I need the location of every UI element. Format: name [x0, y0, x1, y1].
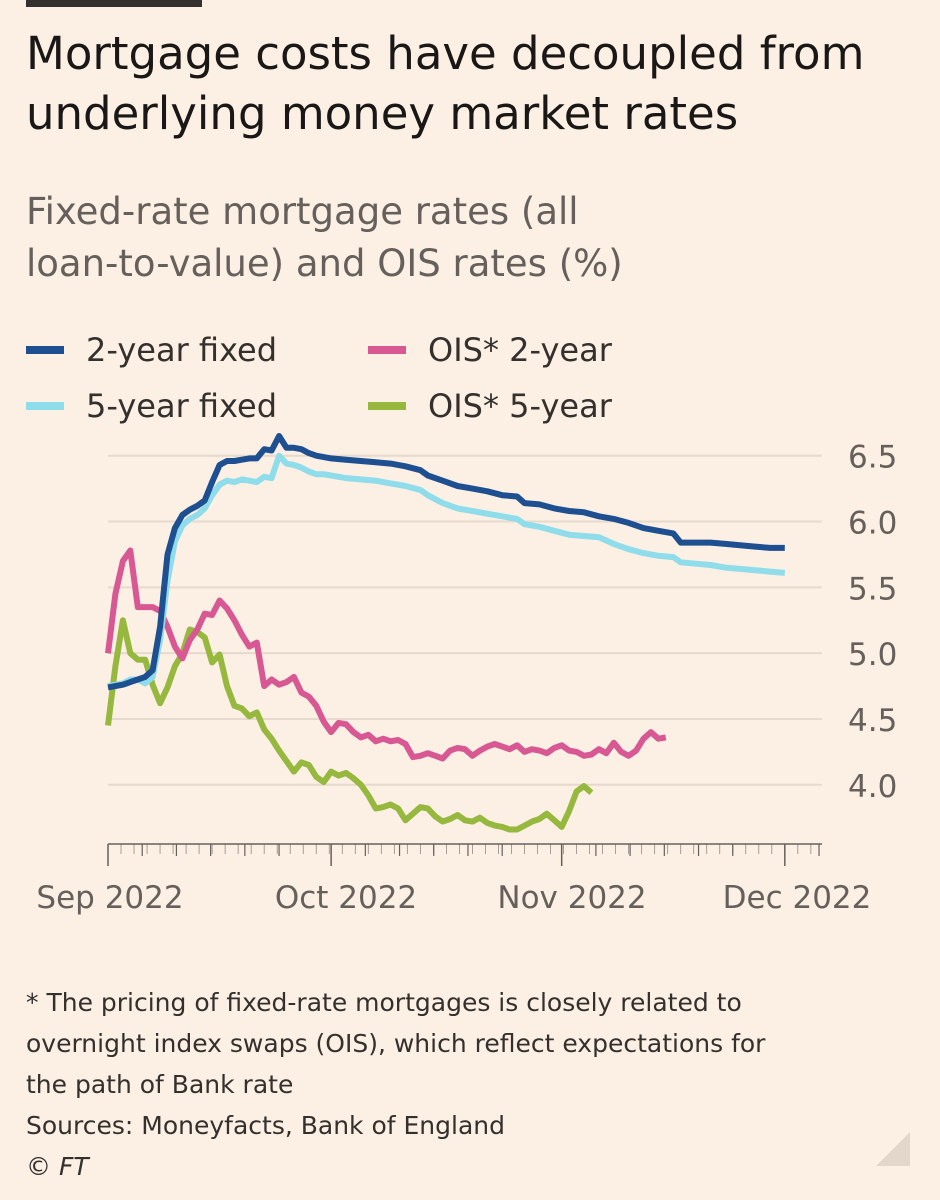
y-tick-label: 5.0 [848, 637, 897, 673]
chart-subtitle: Fixed-rate mortgage rates (all loan-to-v… [26, 186, 916, 290]
legend-swatch-2-year-fixed [26, 346, 64, 354]
line-chart: 4.0 4.5 5.0 5.5 6.0 6.5 Sep 2022 Oct 2022 Nov 20… [36, 433, 897, 916]
chart-title: Mortgage costs have decoupled from under… [26, 24, 916, 144]
sources: Sources: Moneyfacts, Bank of England [26, 1111, 506, 1140]
footnote-line-3: the path of Bank rate [26, 1070, 294, 1099]
resize-handle-icon[interactable] [876, 1132, 910, 1166]
x-tick-label: Sep 2022 [36, 880, 183, 916]
legend-swatch-ois-2-year [368, 346, 406, 354]
y-tick-label: 6.5 [848, 440, 897, 476]
legend-swatch-5-year-fixed [26, 402, 64, 410]
series-line-2-year-fixed [107, 433, 785, 691]
legend-swatch-ois-5-year [368, 402, 406, 410]
y-tick-label: 6.0 [848, 506, 897, 542]
title-line-2: underlying money market rates [26, 87, 739, 140]
x-tick-label: Dec 2022 [723, 880, 872, 916]
legend-label-2-year-fixed: 2-year fixed [86, 331, 278, 369]
copyright: © FT [26, 1152, 89, 1181]
series-line-ois-2-year [105, 547, 667, 762]
x-tick-label: Oct 2022 [275, 880, 417, 916]
x-tick-label: Nov 2022 [497, 880, 646, 916]
y-tick-label: 4.5 [848, 703, 897, 739]
footnote: * The pricing of fixed-rate mortgages is… [26, 982, 916, 1187]
legend-item-ois-5-year: OIS* 5-year [368, 378, 612, 434]
legend-item-5-year-fixed: 5-year fixed [26, 378, 277, 434]
legend: 2-year fixed 5-year fixed OIS* 2-year OI… [26, 322, 916, 432]
footnote-line-2: overnight index swaps (OIS), which refle… [26, 1029, 766, 1058]
subtitle-line-2: loan-to-value) and OIS rates (%) [26, 242, 623, 285]
legend-item-2-year-fixed: 2-year fixed [26, 322, 277, 378]
legend-label-ois-2-year: OIS* 2-year [428, 331, 612, 369]
subtitle-line-1: Fixed-rate mortgage rates (all [26, 190, 579, 233]
legend-label-ois-5-year: OIS* 5-year [428, 387, 612, 425]
y-tick-label: 4.0 [848, 769, 897, 805]
y-tick-label: 5.5 [848, 571, 897, 607]
top-rule [26, 0, 202, 7]
title-line-1: Mortgage costs have decoupled from [26, 27, 865, 80]
series-line-5-year-fixed [107, 452, 786, 690]
series-line-ois-5-year [105, 617, 594, 833]
legend-item-ois-2-year: OIS* 2-year [368, 322, 612, 378]
footnote-line-1: * The pricing of fixed-rate mortgages is… [26, 988, 742, 1017]
legend-label-5-year-fixed: 5-year fixed [86, 387, 278, 425]
